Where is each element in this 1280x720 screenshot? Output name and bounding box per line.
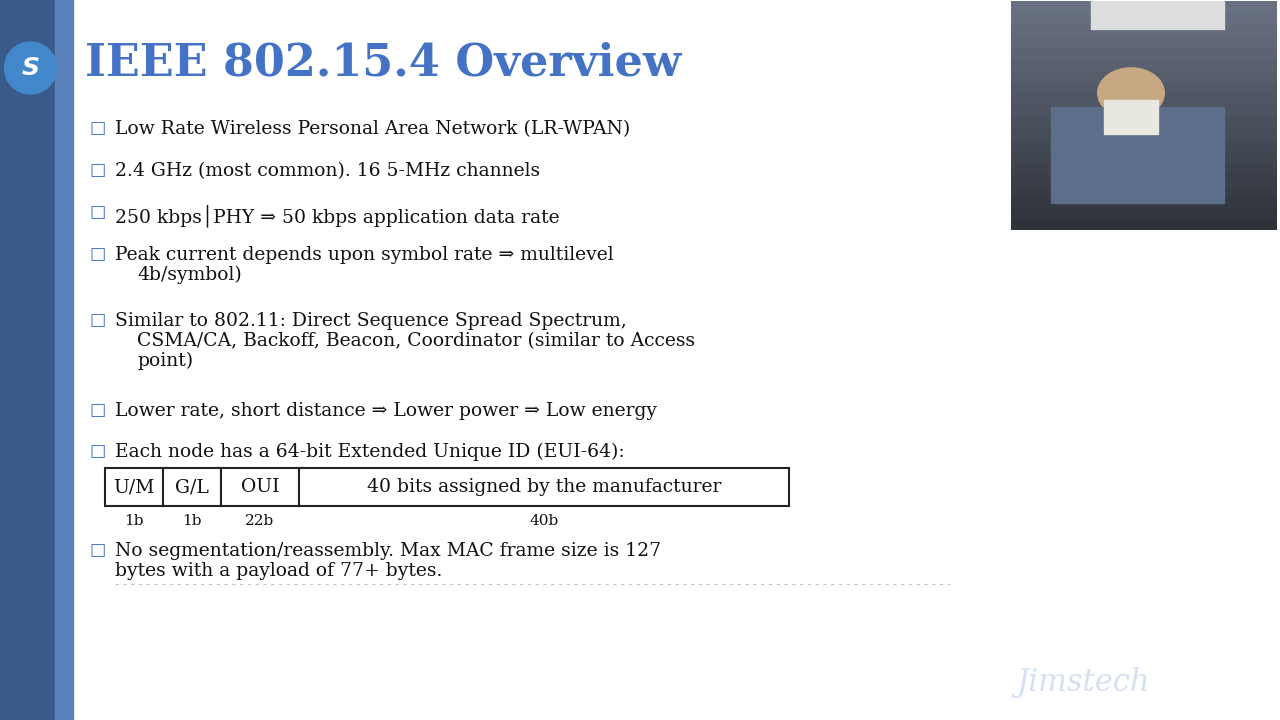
Text: bytes with a payload of 77+ bytes.: bytes with a payload of 77+ bytes. [115, 562, 443, 580]
Text: 1b: 1b [182, 514, 202, 528]
Text: □: □ [90, 443, 105, 460]
Bar [1011, 127, 1277, 139]
Bar [221, 468, 300, 506]
Bar [1011, 81, 1277, 93]
Text: Peak current depends upon symbol rate ⇒ multilevel: Peak current depends upon symbol rate ⇒ … [115, 246, 613, 264]
Text: Each node has a 64-bit Extended Unique ID (EUI-64):: Each node has a 64-bit Extended Unique I… [115, 443, 625, 462]
Bar [1011, 219, 1277, 230]
Bar [55, 0, 73, 720]
Bar [1011, 24, 1277, 36]
Bar [1011, 59, 1277, 70]
Bar [1011, 70, 1277, 81]
Text: □: □ [90, 120, 105, 137]
Bar [1051, 107, 1224, 203]
Text: CSMA/CA, Backoff, Beacon, Coordinator (similar to Access: CSMA/CA, Backoff, Beacon, Coordinator (s… [137, 332, 695, 350]
Text: G/L: G/L [175, 478, 209, 496]
Text: □: □ [90, 246, 105, 263]
Bar [163, 468, 221, 506]
Bar [1011, 13, 1277, 24]
Bar [1011, 93, 1277, 104]
Text: point): point) [137, 352, 193, 370]
Bar [1011, 104, 1277, 116]
Text: 22b: 22b [246, 514, 275, 528]
Bar [1011, 36, 1277, 48]
Text: □: □ [90, 402, 105, 419]
Text: Jimstech: Jimstech [1016, 667, 1149, 698]
Text: U/M: U/M [114, 478, 155, 496]
Bar [1105, 100, 1157, 134]
Bar [1011, 196, 1277, 207]
Bar [1011, 116, 1277, 127]
Text: IEEE 802.15.4 Overview: IEEE 802.15.4 Overview [84, 42, 681, 85]
Text: 250 kbps│PHY ⇒ 50 kbps application data rate: 250 kbps│PHY ⇒ 50 kbps application data … [115, 204, 559, 227]
Text: 4b/symbol): 4b/symbol) [137, 266, 242, 284]
Text: □: □ [90, 312, 105, 329]
Bar [1011, 184, 1277, 196]
Text: □: □ [90, 162, 105, 179]
Text: S: S [22, 56, 40, 80]
Text: OUI: OUI [241, 478, 279, 496]
Bar [300, 468, 788, 506]
Text: Low Rate Wireless Personal Area Network (LR-WPAN): Low Rate Wireless Personal Area Network … [115, 120, 630, 138]
Text: Similar to 802.11: Direct Sequence Spread Spectrum,: Similar to 802.11: Direct Sequence Sprea… [115, 312, 627, 330]
Text: 40 bits assigned by the manufacturer: 40 bits assigned by the manufacturer [367, 478, 721, 496]
Ellipse shape [1098, 68, 1165, 118]
Bar [1011, 150, 1277, 162]
Text: 2.4 GHz (most common). 16 5-MHz channels: 2.4 GHz (most common). 16 5-MHz channels [115, 162, 540, 180]
Bar [1091, 1, 1224, 29]
Text: 40b: 40b [530, 514, 558, 528]
Bar [1011, 162, 1277, 173]
Bar [1011, 48, 1277, 59]
Bar [1011, 173, 1277, 184]
Text: No segmentation/reassembly. Max MAC frame size is 127: No segmentation/reassembly. Max MAC fram… [115, 542, 662, 560]
Bar [1011, 207, 1277, 219]
Bar [1011, 139, 1277, 150]
Bar [1011, 1, 1277, 13]
Bar [0, 0, 55, 720]
Text: □: □ [90, 204, 105, 221]
Circle shape [5, 42, 56, 94]
Text: Lower rate, short distance ⇒ Lower power ⇒ Low energy: Lower rate, short distance ⇒ Lower power… [115, 402, 657, 420]
Text: □: □ [90, 542, 105, 559]
Text: 1b: 1b [124, 514, 143, 528]
Bar [105, 468, 163, 506]
